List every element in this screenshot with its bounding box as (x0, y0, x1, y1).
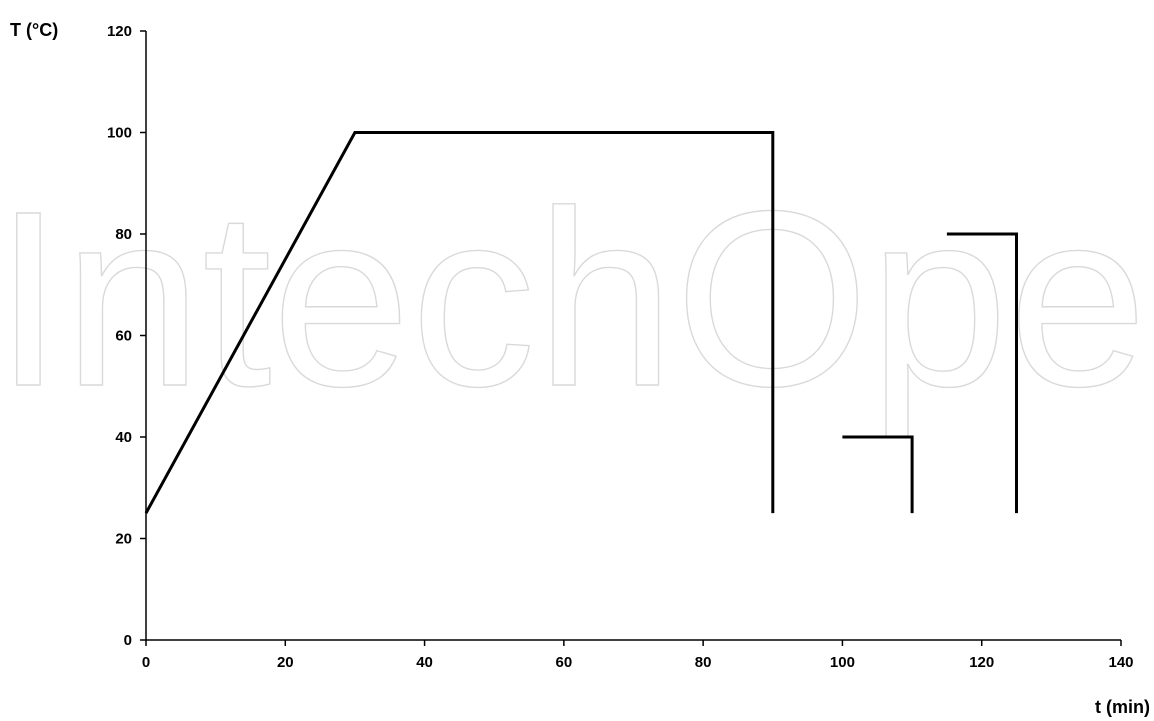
series-line-1 (144, 131, 775, 514)
x-axis-title: t (min) (1095, 697, 1150, 717)
y-tick-label: 80 (115, 226, 132, 243)
x-tick-label: 60 (556, 654, 573, 671)
series-line-3 (946, 232, 1018, 514)
watermark: IntechOpen (0, 159, 1154, 438)
y-tick-label: 40 (115, 429, 132, 446)
y-tick-label: 20 (115, 531, 132, 548)
x-tick-label: 20 (277, 654, 294, 671)
y-ticks: 0 20 40 60 80 100 120 (107, 23, 146, 649)
x-tick-label: 40 (416, 654, 433, 671)
y-tick-label: 60 (115, 328, 132, 345)
x-tick-label: 100 (830, 654, 855, 671)
y-axis-title: T (°C) (10, 20, 58, 40)
y-tick-label: 100 (107, 125, 132, 142)
series-group (144, 131, 1018, 514)
y-tick-label: 0 (124, 632, 132, 649)
y-tick-label: 120 (107, 23, 132, 40)
x-tick-label: 0 (142, 654, 150, 671)
x-tick-label: 140 (1108, 654, 1133, 671)
series-line-2 (842, 435, 914, 514)
x-tick-label: 80 (695, 654, 712, 671)
x-tick-label: 120 (969, 654, 994, 671)
x-ticks: 0 20 40 60 80 100 120 140 (142, 640, 1134, 671)
